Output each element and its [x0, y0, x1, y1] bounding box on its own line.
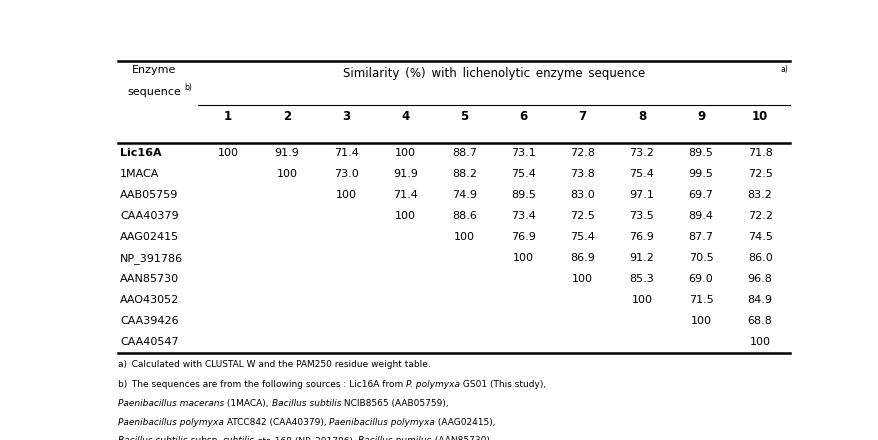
Text: 73.0: 73.0: [334, 169, 358, 179]
Text: 9: 9: [696, 110, 704, 123]
Text: 97.1: 97.1: [629, 190, 653, 200]
Text: 4: 4: [401, 110, 409, 123]
Text: 68.8: 68.8: [747, 316, 772, 326]
Text: AAN85730: AAN85730: [120, 274, 179, 284]
Text: b)  The sequences are from the following sources : Lic16A from: b) The sequences are from the following …: [118, 381, 406, 389]
Text: 100: 100: [572, 274, 593, 284]
Text: a): a): [780, 65, 788, 73]
Text: 71.5: 71.5: [687, 295, 713, 305]
Text: 72.8: 72.8: [570, 148, 594, 158]
Text: 72.2: 72.2: [747, 211, 772, 221]
Text: 100: 100: [335, 190, 356, 200]
Text: 86.0: 86.0: [747, 253, 772, 263]
Text: 71.4: 71.4: [334, 148, 358, 158]
Text: 83.0: 83.0: [570, 190, 594, 200]
Text: 6: 6: [519, 110, 527, 123]
Text: 86.9: 86.9: [570, 253, 594, 263]
Text: 100: 100: [394, 211, 415, 221]
Text: 1MACA: 1MACA: [120, 169, 159, 179]
Text: 83.2: 83.2: [747, 190, 772, 200]
Text: Bacillus subtilis: Bacillus subtilis: [271, 399, 341, 408]
Text: AAB05759: AAB05759: [120, 190, 178, 200]
Text: 75.4: 75.4: [570, 232, 594, 242]
Text: 100: 100: [630, 295, 651, 305]
Text: 73.8: 73.8: [570, 169, 594, 179]
Text: 100: 100: [454, 232, 474, 242]
Text: 100: 100: [513, 253, 534, 263]
Text: (1MACA),: (1MACA),: [224, 399, 271, 408]
Text: ATCC842 (CAA40379),: ATCC842 (CAA40379),: [224, 418, 329, 427]
Text: 84.9: 84.9: [747, 295, 772, 305]
Text: 10: 10: [752, 110, 767, 123]
Text: b): b): [184, 83, 192, 92]
Text: 73.1: 73.1: [511, 148, 536, 158]
Text: 91.2: 91.2: [629, 253, 653, 263]
Text: Paenibacillus polymyxa: Paenibacillus polymyxa: [329, 418, 435, 427]
Text: 3: 3: [342, 110, 350, 123]
Text: 71.8: 71.8: [747, 148, 772, 158]
Text: 87.7: 87.7: [687, 232, 713, 242]
Text: 69.0: 69.0: [687, 274, 713, 284]
Text: 89.5: 89.5: [511, 190, 536, 200]
Text: 73.5: 73.5: [629, 211, 653, 221]
Text: 73.4: 73.4: [511, 211, 536, 221]
Text: 96.8: 96.8: [747, 274, 772, 284]
Text: 99.5: 99.5: [687, 169, 713, 179]
Text: 88.2: 88.2: [451, 169, 477, 179]
Text: NP_391786: NP_391786: [120, 253, 183, 264]
Text: 71.4: 71.4: [392, 190, 417, 200]
Text: 76.9: 76.9: [511, 232, 536, 242]
Text: 72.5: 72.5: [570, 211, 594, 221]
Text: 100: 100: [690, 316, 710, 326]
Text: AAO43052: AAO43052: [120, 295, 179, 305]
Text: 100: 100: [217, 148, 238, 158]
Text: Paenibacillus polymyxa: Paenibacillus polymyxa: [118, 418, 224, 427]
Text: (AAN85730),: (AAN85730),: [431, 436, 492, 440]
Text: Paenibacillus macerans: Paenibacillus macerans: [118, 399, 224, 408]
Text: a)  Calculated with CLUSTAL W and the PAM250 residue weight table.: a) Calculated with CLUSTAL W and the PAM…: [118, 360, 430, 369]
Text: 72.5: 72.5: [747, 169, 772, 179]
Text: AAG02415: AAG02415: [120, 232, 179, 242]
Text: 7: 7: [578, 110, 587, 123]
Text: 74.9: 74.9: [451, 190, 477, 200]
Text: Bacillus pumilus: Bacillus pumilus: [358, 436, 431, 440]
Text: 70.5: 70.5: [687, 253, 713, 263]
Text: 73.2: 73.2: [629, 148, 653, 158]
Text: CAA40379: CAA40379: [120, 211, 178, 221]
Text: 74.5: 74.5: [747, 232, 772, 242]
Text: 100: 100: [749, 337, 770, 347]
Text: 91.9: 91.9: [275, 148, 299, 158]
Text: 89.5: 89.5: [687, 148, 713, 158]
Text: CAA40547: CAA40547: [120, 337, 178, 347]
Text: 2: 2: [283, 110, 291, 123]
Text: sequence: sequence: [127, 87, 181, 97]
Text: 69.7: 69.7: [687, 190, 713, 200]
Text: 75.4: 75.4: [511, 169, 536, 179]
Text: 5: 5: [460, 110, 468, 123]
Text: GS01 (This study),: GS01 (This study),: [460, 381, 546, 389]
Text: 88.6: 88.6: [451, 211, 477, 221]
Text: 100: 100: [394, 148, 415, 158]
Text: 88.7: 88.7: [451, 148, 477, 158]
Text: Lic16A: Lic16A: [120, 148, 162, 158]
Text: Similarity (%) with lichenolytic enzyme sequence: Similarity (%) with lichenolytic enzyme …: [342, 67, 644, 81]
Text: subsp.: subsp.: [187, 436, 222, 440]
Text: 75.4: 75.4: [629, 169, 653, 179]
Text: NCIB8565 (AAB05759),: NCIB8565 (AAB05759),: [341, 399, 449, 408]
Text: 85.3: 85.3: [629, 274, 653, 284]
Text: 89.4: 89.4: [687, 211, 713, 221]
Text: 8: 8: [637, 110, 645, 123]
Text: 76.9: 76.9: [629, 232, 653, 242]
Text: str. 168 (NP_391786),: str. 168 (NP_391786),: [255, 436, 358, 440]
Text: CAA39426: CAA39426: [120, 316, 178, 326]
Text: 100: 100: [277, 169, 298, 179]
Text: P. polymyxa: P. polymyxa: [406, 381, 460, 389]
Text: (AAG02415),: (AAG02415),: [435, 418, 495, 427]
Text: Enzyme: Enzyme: [132, 65, 176, 75]
Text: 1: 1: [224, 110, 232, 123]
Text: 91.9: 91.9: [392, 169, 417, 179]
Text: subtilis: subtilis: [222, 436, 255, 440]
Text: Bacillus subtilis: Bacillus subtilis: [118, 436, 187, 440]
